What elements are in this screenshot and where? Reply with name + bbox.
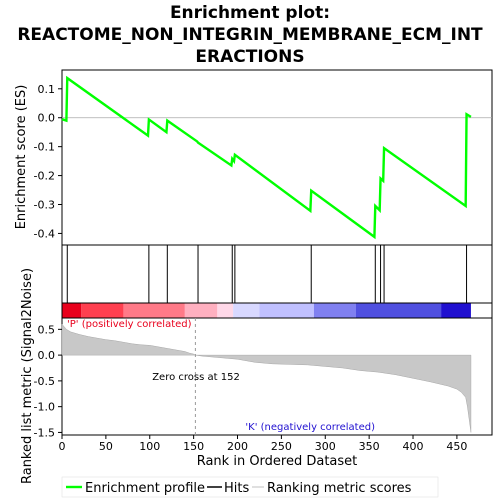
x-tick-label: 350 — [359, 440, 380, 453]
rank-heatmap-panel — [61, 302, 493, 319]
legend-label-ranking-metric: Ranking metric scores — [267, 481, 412, 496]
legend-label-enrichment-profile: Enrichment profile — [85, 481, 205, 496]
es-y-tick-label: -0.3 — [34, 199, 55, 212]
x-tick-label: 150 — [183, 440, 204, 453]
heatmap-band — [313, 303, 356, 318]
x-tick-label: 50 — [99, 440, 113, 453]
hit-lines — [66, 245, 468, 303]
x-tick-label: 300 — [315, 440, 336, 453]
x-tick-label: 0 — [59, 440, 66, 453]
es-y-tick-label: -0.1 — [34, 141, 55, 154]
title-line-2: REACTOME_NON_INTEGRIN_MEMBRANE_ECM_INT — [17, 25, 483, 45]
hits-panel — [61, 244, 493, 304]
title-line-1: Enrichment plot: — [170, 3, 330, 23]
hits-frame — [61, 244, 493, 304]
x-tick-label: 100 — [139, 440, 160, 453]
metric-y-ticks: 0.5 0.0 -0.5 -1.0 -1.5 — [34, 323, 62, 439]
legend: Enrichment profile Hits Ranking metric s… — [61, 476, 439, 498]
positive-correlation-label: 'P' (positively correlated) — [67, 319, 192, 330]
heatmap-band — [123, 303, 185, 318]
ranked-metric-panel: 0.5 0.0 -0.5 -1.0 -1.5 0 50 100 150 200 250 300 350… — [20, 268, 493, 484]
negative-correlation-label: 'K' (negatively correlated) — [245, 422, 375, 433]
metric-y-tick-label: -0.5 — [34, 375, 55, 388]
metric-y-axis-label: Ranked list metric (Signal2Noise) — [20, 268, 35, 484]
es-axes-frame — [61, 69, 493, 246]
heatmap-band — [441, 303, 471, 318]
enrichment-profile-line — [61, 75, 472, 240]
x-tick-label: 450 — [446, 440, 467, 453]
metric-y-tick-label: -1.5 — [34, 426, 55, 439]
legend-box — [61, 476, 439, 498]
heatmap-band — [81, 303, 124, 318]
heatmap-band — [217, 303, 234, 318]
es-y-tick-label: -0.2 — [34, 170, 55, 183]
heatmap-band — [233, 303, 260, 318]
es-y-ticks: 0.1 0.0 -0.1 -0.2 -0.3 -0.4 — [34, 83, 62, 240]
heatmap-band — [259, 303, 314, 318]
metric-axes-frame — [61, 317, 493, 436]
metric-y-tick-label: -1.0 — [34, 401, 55, 414]
ranking-metric-area — [61, 323, 472, 433]
metric-x-ticks: 0 50 100 150 200 250 300 350 400 450 — [59, 435, 467, 453]
metric-y-tick-label: 0.5 — [38, 323, 56, 336]
es-y-tick-label: 0.0 — [38, 112, 56, 125]
es-y-axis-label: Enrichment score (ES) — [14, 85, 29, 230]
heatmap-band — [62, 303, 82, 318]
x-tick-label: 200 — [227, 440, 248, 453]
x-axis-label: Rank in Ordered Dataset — [197, 454, 358, 469]
heatmap-bands — [62, 303, 471, 318]
legend-label-hits: Hits — [224, 481, 249, 496]
es-y-tick-label: -0.4 — [34, 227, 55, 240]
metric-y-tick-label: 0.0 — [38, 349, 56, 362]
heatmap-band — [184, 303, 218, 318]
heatmap-band — [355, 303, 442, 318]
x-tick-label: 250 — [271, 440, 292, 453]
es-y-tick-label: 0.1 — [38, 83, 56, 96]
zero-cross-annotation: Zero cross at 152 — [152, 372, 240, 383]
enrichment-score-panel: 0.1 0.0 -0.1 -0.2 -0.3 -0.4 Enrichment score … — [14, 69, 493, 246]
title-line-3: ERACTIONS — [195, 47, 304, 67]
x-tick-label: 400 — [403, 440, 424, 453]
chart-title: Enrichment plot: REACTOME_NON_INTEGRIN_M… — [17, 3, 483, 67]
